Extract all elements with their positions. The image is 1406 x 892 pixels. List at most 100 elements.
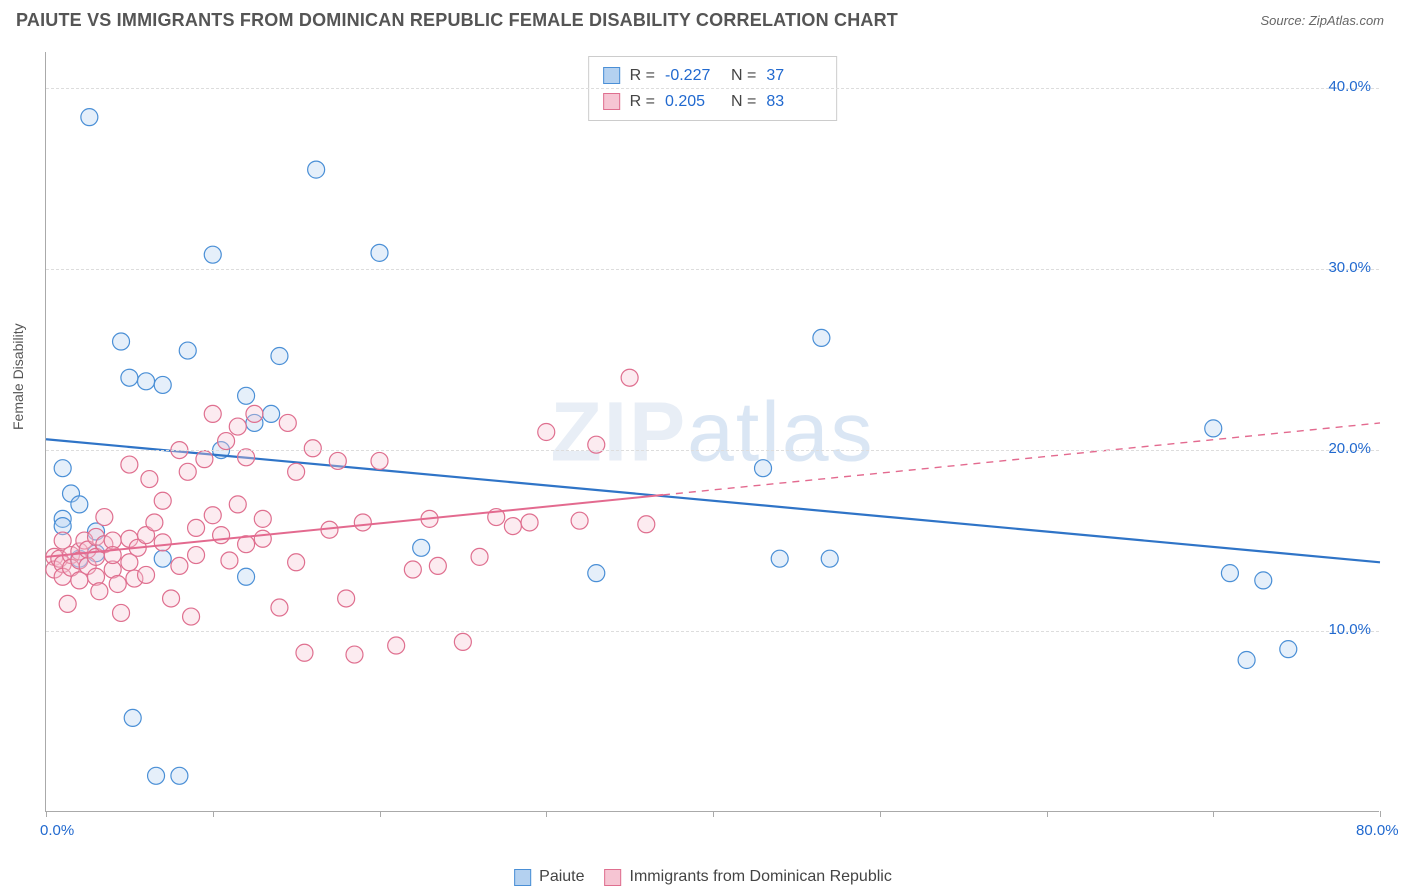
data-point	[271, 348, 288, 365]
stat-r-label: R =	[630, 89, 655, 115]
data-point	[279, 414, 296, 431]
gridline	[46, 269, 1379, 270]
data-point	[229, 418, 246, 435]
stats-row: R = 0.205 N = 83	[603, 89, 823, 115]
data-point	[148, 767, 165, 784]
data-point	[296, 644, 313, 661]
swatch-pink	[603, 93, 620, 110]
x-tick-mark	[880, 811, 881, 817]
data-point	[413, 539, 430, 556]
swatch-pink	[605, 869, 622, 886]
data-point	[171, 767, 188, 784]
data-point	[429, 557, 446, 574]
data-point	[288, 463, 305, 480]
data-point	[1205, 420, 1222, 437]
trend-line	[46, 495, 663, 557]
data-point	[81, 109, 98, 126]
x-tick-mark	[1213, 811, 1214, 817]
data-point	[1255, 572, 1272, 589]
data-point	[288, 554, 305, 571]
data-point	[354, 514, 371, 531]
data-point	[538, 424, 555, 441]
data-point	[1221, 565, 1238, 582]
data-point	[254, 530, 271, 547]
data-point	[263, 405, 280, 422]
y-tick-label: 30.0%	[1328, 259, 1371, 276]
data-point	[238, 568, 255, 585]
data-point	[146, 514, 163, 531]
data-point	[213, 527, 230, 544]
gridline	[46, 450, 1379, 451]
data-point	[154, 550, 171, 567]
data-point	[771, 550, 788, 567]
x-tick-mark	[546, 811, 547, 817]
y-tick-label: 10.0%	[1328, 621, 1371, 638]
data-point	[1280, 641, 1297, 658]
data-point	[179, 342, 196, 359]
legend-item: Immigrants from Dominican Republic	[605, 868, 892, 886]
data-point	[755, 460, 772, 477]
data-point	[124, 709, 141, 726]
data-point	[138, 566, 155, 583]
data-point	[121, 456, 138, 473]
data-point	[329, 452, 346, 469]
x-tick-mark	[1380, 811, 1381, 817]
data-point	[1238, 652, 1255, 669]
data-point	[346, 646, 363, 663]
data-point	[113, 333, 130, 350]
data-point	[571, 512, 588, 529]
y-axis-label: Female Disability	[10, 323, 26, 430]
data-point	[229, 496, 246, 513]
data-point	[204, 246, 221, 263]
x-tick-label: 0.0%	[40, 822, 74, 839]
stat-n-label: N =	[731, 89, 756, 115]
data-point	[204, 507, 221, 524]
data-point	[91, 583, 108, 600]
legend-label: Immigrants from Dominican Republic	[630, 868, 892, 886]
data-point	[138, 373, 155, 390]
data-point	[221, 552, 238, 569]
x-tick-mark	[46, 811, 47, 817]
data-point	[588, 565, 605, 582]
data-point	[109, 576, 126, 593]
data-point	[308, 161, 325, 178]
data-point	[154, 376, 171, 393]
data-point	[813, 329, 830, 346]
data-point	[504, 518, 521, 535]
chart-area: ZIPatlas R = -0.227 N = 37 R = 0.205 N =…	[45, 52, 1379, 812]
data-point	[404, 561, 421, 578]
data-point	[54, 460, 71, 477]
data-point	[188, 519, 205, 536]
data-point	[196, 451, 213, 468]
trend-line-dashed	[663, 423, 1380, 495]
gridline	[46, 88, 1379, 89]
data-point	[96, 509, 113, 526]
stat-r-label: R =	[630, 63, 655, 89]
data-point	[338, 590, 355, 607]
legend: Paiute Immigrants from Dominican Republi…	[514, 868, 892, 886]
data-point	[188, 547, 205, 564]
legend-item: Paiute	[514, 868, 584, 886]
source-label: Source: ZipAtlas.com	[1260, 13, 1384, 28]
data-point	[304, 440, 321, 457]
data-point	[638, 516, 655, 533]
legend-label: Paiute	[539, 868, 584, 886]
swatch-blue	[603, 67, 620, 84]
data-point	[179, 463, 196, 480]
data-point	[621, 369, 638, 386]
data-point	[171, 557, 188, 574]
stat-r-value: -0.227	[665, 63, 721, 89]
data-point	[454, 633, 471, 650]
page-title: PAIUTE VS IMMIGRANTS FROM DOMINICAN REPU…	[16, 10, 898, 31]
stat-r-value: 0.205	[665, 89, 721, 115]
data-point	[246, 405, 263, 422]
data-point	[183, 608, 200, 625]
data-point	[254, 510, 271, 527]
data-point	[271, 599, 288, 616]
data-point	[154, 492, 171, 509]
data-point	[238, 387, 255, 404]
data-point	[371, 244, 388, 261]
stat-n-label: N =	[731, 63, 756, 89]
data-point	[113, 604, 130, 621]
scatter-plot	[46, 52, 1379, 811]
